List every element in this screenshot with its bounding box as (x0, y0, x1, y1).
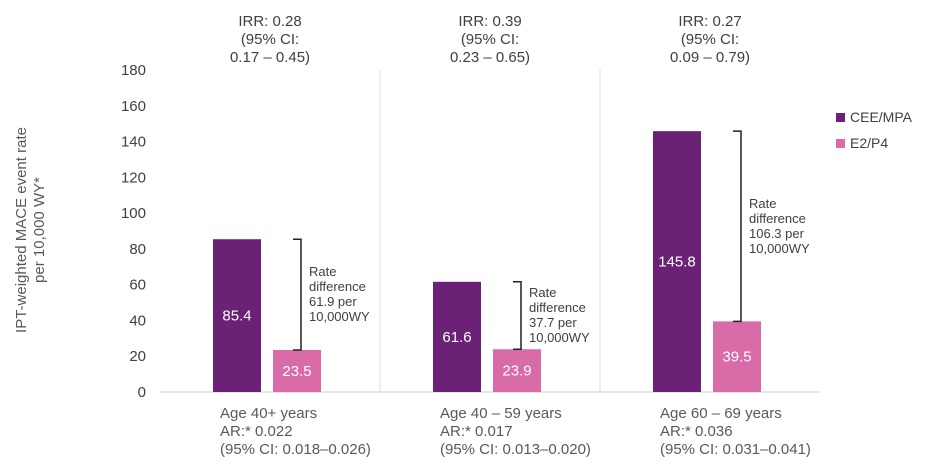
bar-cee-mpa (653, 131, 701, 392)
y-tick-label: 140 (121, 134, 146, 151)
rate-difference-label: 10,000WY (309, 309, 370, 324)
y-tick-label: 60 (129, 277, 146, 294)
rate-difference-label: Rate (309, 264, 336, 279)
rate-difference-label: difference (749, 211, 806, 226)
legend-label: CEE/MPA (850, 109, 913, 125)
category-label: (95% CI: 0.031–0.041) (660, 441, 811, 458)
bar-value-label: 85.4 (222, 308, 251, 325)
bar-cee-mpa (213, 239, 261, 392)
bar-cee-mpa (433, 281, 481, 392)
rate-difference-bracket (513, 281, 522, 350)
bar-value-label: 145.8 (658, 254, 696, 271)
irr-label: IRR: 0.39 (458, 13, 521, 30)
y-axis-label-line: per 10,000 WY* (31, 177, 48, 283)
y-tick-label: 180 (121, 62, 146, 79)
irr-label: (95% CI: (461, 31, 519, 48)
rate-difference-label: difference (309, 279, 366, 294)
rate-difference-label: 106.3 per (749, 226, 805, 241)
y-tick-label: 80 (129, 241, 146, 258)
rate-difference-label: 10,000WY (749, 241, 810, 256)
y-tick-label: 40 (129, 312, 146, 329)
y-tick-label: 0 (138, 384, 146, 401)
y-tick-label: 20 (129, 348, 146, 365)
category-label: (95% CI: 0.013–0.020) (440, 441, 591, 458)
irr-label: IRR: 0.27 (678, 13, 741, 30)
rate-difference-label: difference (529, 300, 586, 315)
legend-swatch (836, 113, 845, 122)
rate-difference-label: Rate (529, 285, 556, 300)
rate-difference-bracket (293, 238, 302, 351)
irr-label: 0.17 – 0.45) (230, 49, 310, 66)
irr-label: (95% CI: (681, 31, 739, 48)
category-label: AR:* 0.036 (660, 423, 733, 440)
rate-difference-bracket (733, 130, 742, 323)
rate-difference-label: 37.7 per (529, 315, 577, 330)
rate-difference-label: Rate (749, 196, 776, 211)
legend-swatch (836, 139, 845, 148)
rate-difference-label: 10,000WY (529, 330, 590, 345)
rate-difference-label: 61.9 per (309, 294, 357, 309)
category-label: Age 40+ years (220, 405, 317, 422)
y-axis-label: IPT-weighted MACE event rateper 10,000 W… (13, 127, 48, 333)
bar-value-label: 61.6 (442, 329, 471, 346)
irr-label: (95% CI: (241, 31, 299, 48)
y-tick-label: 120 (121, 169, 146, 186)
category-label: (95% CI: 0.018–0.026) (220, 441, 371, 458)
y-axis-label-line: IPT-weighted MACE event rate (13, 127, 30, 333)
category-label: Age 60 – 69 years (660, 405, 782, 422)
irr-label: 0.23 – 0.65) (450, 49, 530, 66)
category-label: Age 40 – 59 years (440, 405, 562, 422)
bar-e2-p4 (273, 349, 321, 392)
irr-label: IRR: 0.28 (238, 13, 301, 30)
legend-label: E2/P4 (850, 135, 888, 151)
y-tick-label: 100 (121, 205, 146, 222)
bar-e2-p4 (713, 321, 761, 392)
bar-e2-p4 (493, 349, 541, 392)
bar-value-label: 23.9 (502, 363, 531, 380)
bar-value-label: 39.5 (722, 349, 751, 366)
bar-value-label: 23.5 (282, 363, 311, 380)
irr-label: 0.09 – 0.79) (670, 49, 750, 66)
y-tick-label: 160 (121, 98, 146, 115)
category-label: AR:* 0.022 (220, 423, 293, 440)
category-label: AR:* 0.017 (440, 423, 513, 440)
